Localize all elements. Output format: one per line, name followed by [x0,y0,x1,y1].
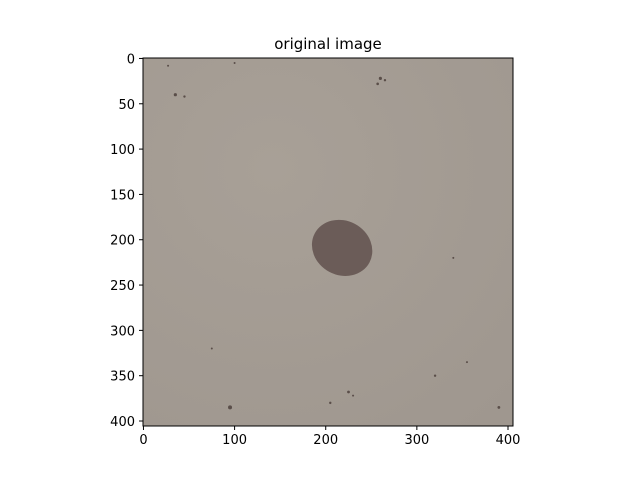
speckle [210,347,213,350]
x-tick-label: 400 [496,433,521,448]
y-tick-label: 350 [110,370,135,385]
y-tick-label: 100 [110,143,135,158]
x-axis: 0 100 200 300 400 [139,426,520,448]
speckle [376,82,379,86]
y-tick-label: 50 [118,98,135,113]
speckle [352,394,355,397]
speckle [347,390,350,394]
y-tick-label: 150 [110,188,135,203]
speckle [452,256,455,259]
y-tick-label: 0 [127,52,135,67]
speckle [383,79,387,82]
y-tick-label: 400 [110,415,135,430]
image-area [143,58,513,426]
speckle [173,93,177,97]
axes-frame [142,57,514,427]
speckle [378,76,383,80]
speckle [233,61,236,64]
y-tick-label: 200 [110,234,135,249]
speckle [497,406,501,409]
y-tick-label: 300 [110,324,135,339]
speckle [183,95,186,98]
x-tick-label: 0 [139,433,147,448]
speckle [228,405,233,410]
dark-spot [311,219,373,276]
x-tick-label: 200 [313,433,338,448]
speckles [167,61,501,410]
y-tick-label: 250 [110,279,135,294]
x-tick-label: 100 [222,433,247,448]
x-tick-label: 300 [404,433,429,448]
speckle [167,64,170,67]
speckle [465,361,468,364]
speckle [329,401,332,405]
y-axis: 0 50 100 150 200 250 300 350 400 [110,52,143,430]
speckle [433,374,437,377]
chart-title: original image [274,35,382,53]
